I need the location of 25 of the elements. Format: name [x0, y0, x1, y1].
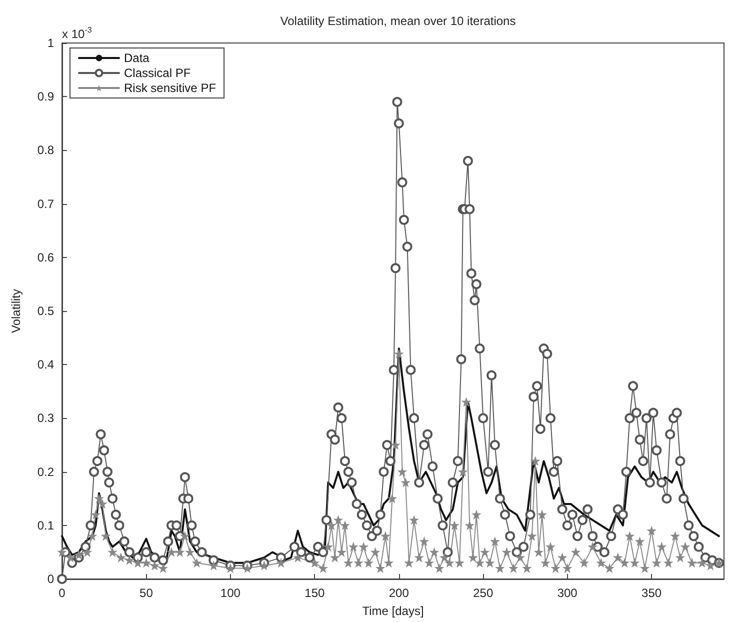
x-tick-label: 300 — [557, 586, 578, 600]
x-tick-label: 200 — [388, 586, 410, 600]
x-tick-label: 350 — [642, 586, 662, 600]
x-tick-label: 150 — [304, 586, 326, 600]
y-tick-label: 1 — [47, 36, 54, 50]
y-tick-label: 0.8 — [37, 143, 54, 158]
x-tick-label: 0 — [58, 586, 66, 600]
y-tick-label: 0.5 — [37, 304, 54, 318]
legend-label: Risk sensitive PF — [124, 81, 216, 95]
chart-title: Volatility Estimation, mean over 10 iterations — [280, 14, 516, 28]
x-tick-label: 50 — [140, 586, 154, 600]
y-tick-label: 0.7 — [37, 196, 54, 211]
legend-label: Classical PF — [124, 66, 191, 80]
y-tick-label: 0.1 — [37, 518, 54, 532]
x-tick-label: 250 — [473, 586, 494, 600]
y-tick-label: 0.9 — [37, 90, 54, 104]
y-tick-label: 0 — [47, 572, 54, 586]
y-tick-label: 0.2 — [37, 464, 54, 479]
y-tick-label: 0.6 — [37, 250, 54, 264]
x-tick-label: 100 — [220, 586, 241, 600]
legend-label: Data — [124, 51, 150, 65]
y-tick-label: 0.4 — [37, 358, 54, 372]
y-axis-title: Volatility — [9, 288, 23, 334]
y-tick-label: 0.3 — [37, 411, 54, 426]
x-axis-title: Time [days] — [362, 604, 424, 618]
